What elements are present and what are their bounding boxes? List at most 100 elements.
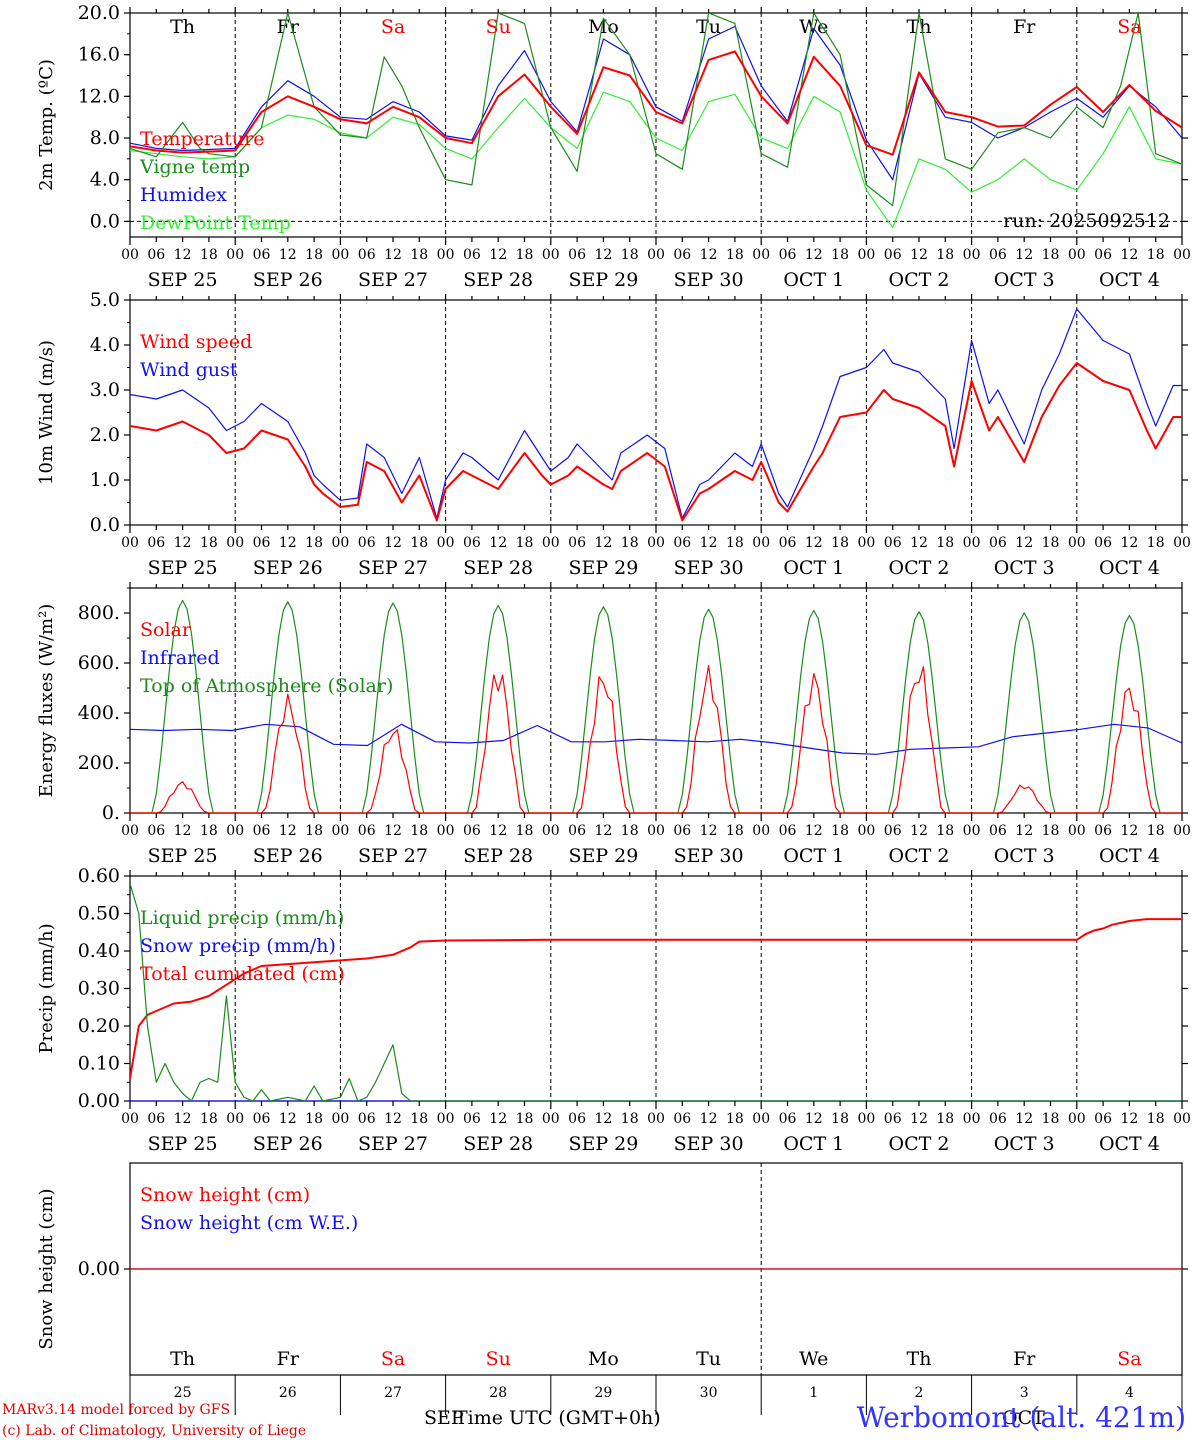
x-hour-label: 18 — [831, 823, 849, 839]
weekday-label: Fr — [277, 1348, 300, 1370]
x-hour-label: 06 — [884, 247, 902, 263]
x-hour-label: 12 — [1120, 1111, 1138, 1127]
x-date-label: SEP 27 — [358, 1133, 428, 1155]
x-hour-label: 00 — [857, 1111, 875, 1127]
x-date-label: SEP 30 — [674, 1133, 744, 1155]
x-date-label: SEP 28 — [463, 845, 533, 867]
x-hour-label: 18 — [621, 535, 639, 551]
x-hour-label: 06 — [779, 535, 797, 551]
x-hour-label: 06 — [568, 535, 586, 551]
x-hour-label: 00 — [1068, 823, 1086, 839]
x-hour-label: 12 — [1015, 535, 1033, 551]
x-date-label: OCT 3 — [994, 845, 1055, 867]
x-hour-label: 00 — [121, 1111, 139, 1127]
x-hour-label: 00 — [752, 247, 770, 263]
x-hour-label: 06 — [463, 535, 481, 551]
x-hour-label: 18 — [410, 823, 428, 839]
legend-entry: Total cumulated (cm) — [140, 963, 345, 985]
y-tick-label: 0.0 — [90, 210, 120, 232]
x-hour-label: 18 — [1147, 247, 1165, 263]
x-date-label: SEP 25 — [148, 1133, 218, 1155]
weekday-label: Mo — [588, 16, 619, 38]
x-hour-label: 18 — [621, 1111, 639, 1127]
x-hour-label: 06 — [673, 535, 691, 551]
x-hour-label: 18 — [410, 1111, 428, 1127]
x-date-label: SEP 25 — [148, 557, 218, 579]
x-hour-label: 00 — [1173, 823, 1191, 839]
y-tick-label: 8.0 — [90, 127, 120, 149]
legend-entry: Solar — [140, 619, 192, 641]
x-date-label: OCT 3 — [994, 1133, 1055, 1155]
x-hour-label: 00 — [1068, 1111, 1086, 1127]
legend-entry: DewPoint Temp — [140, 212, 291, 234]
x-hour-label: 00 — [752, 1111, 770, 1127]
weekday-label: Tu — [696, 1348, 721, 1370]
x-hour-label: 18 — [936, 247, 954, 263]
x-hour-label: 06 — [358, 823, 376, 839]
weekday-label: We — [799, 1348, 828, 1370]
x-date-label: SEP 26 — [253, 557, 323, 579]
weekday-label: Sa — [1117, 1348, 1141, 1370]
day-number-label: 29 — [594, 1385, 612, 1401]
x-hour-label: 00 — [226, 535, 244, 551]
x-hour-label: 00 — [963, 535, 981, 551]
legend-entry: Infrared — [140, 647, 220, 669]
day-number-label: 1 — [809, 1385, 818, 1401]
weekday-label: Sa — [381, 1348, 405, 1370]
x-hour-label: 00 — [647, 823, 665, 839]
panel-temperature: 0.0 4.0 8.0 12.0 16.0 20.0 2m Temp. (ºC) 00 06 12… — [36, 2, 1191, 291]
y-tick-label: 12.0 — [78, 85, 120, 107]
x-hour-label: 12 — [384, 823, 402, 839]
legend-entry: Temperature — [140, 128, 264, 150]
x-date-label: OCT 4 — [1099, 557, 1160, 579]
x-hour-label: 00 — [1173, 1111, 1191, 1127]
x-date-label: OCT 3 — [994, 557, 1055, 579]
x-hour-label: 18 — [200, 247, 218, 263]
x-hour-label: 18 — [1042, 823, 1060, 839]
x-hour-label: 18 — [305, 1111, 323, 1127]
footer-line-2: (c) Lab. of Climatology, University of L… — [2, 1423, 306, 1439]
x-hour-label: 00 — [857, 823, 875, 839]
x-hour-label: 12 — [910, 1111, 928, 1127]
x-hour-label: 18 — [516, 535, 534, 551]
x-hour-label: 12 — [805, 535, 823, 551]
day-number-label: 4 — [1125, 1385, 1134, 1401]
day-number-label: 27 — [384, 1385, 402, 1401]
x-date-label: OCT 4 — [1099, 269, 1160, 291]
x-hour-label: 12 — [805, 1111, 823, 1127]
series-dewpoint-temp — [130, 91, 1182, 229]
x-hour-label: 00 — [226, 247, 244, 263]
y-axis-title: Snow height (cm) — [36, 1188, 57, 1349]
y-axis-title: Precip (mm/h) — [36, 923, 57, 1053]
y-tick-label: 400. — [78, 702, 120, 724]
y-tick-label: 2.0 — [90, 424, 120, 446]
x-hour-label: 18 — [516, 823, 534, 839]
x-hour-label: 12 — [174, 535, 192, 551]
x-hour-label: 00 — [963, 823, 981, 839]
x-hour-label: 00 — [647, 535, 665, 551]
x-hour-label: 12 — [279, 1111, 297, 1127]
x-hour-label: 06 — [673, 823, 691, 839]
x-hour-label: 18 — [305, 535, 323, 551]
x-hour-label: 06 — [989, 823, 1007, 839]
series-temperature — [130, 50, 1182, 156]
x-axis-title: Time UTC (GMT+0h) — [455, 1407, 661, 1429]
x-hour-label: 06 — [253, 247, 271, 263]
series-solar — [130, 664, 1182, 813]
weekday-label: Sa — [381, 16, 405, 38]
legend-entry: Snow height (cm W.E.) — [140, 1212, 358, 1234]
x-hour-label: 12 — [594, 1111, 612, 1127]
x-hour-label: 06 — [147, 247, 165, 263]
x-hour-label: 00 — [647, 247, 665, 263]
x-hour-label: 12 — [700, 535, 718, 551]
x-hour-label: 18 — [1147, 1111, 1165, 1127]
x-hour-label: 12 — [279, 823, 297, 839]
x-hour-label: 12 — [1015, 823, 1033, 839]
weekday-label: Su — [486, 16, 511, 38]
x-hour-label: 12 — [1120, 535, 1138, 551]
day-number-label: 3 — [1020, 1385, 1029, 1401]
x-hour-label: 06 — [253, 1111, 271, 1127]
x-hour-label: 12 — [384, 535, 402, 551]
series-infrared — [130, 723, 1182, 755]
